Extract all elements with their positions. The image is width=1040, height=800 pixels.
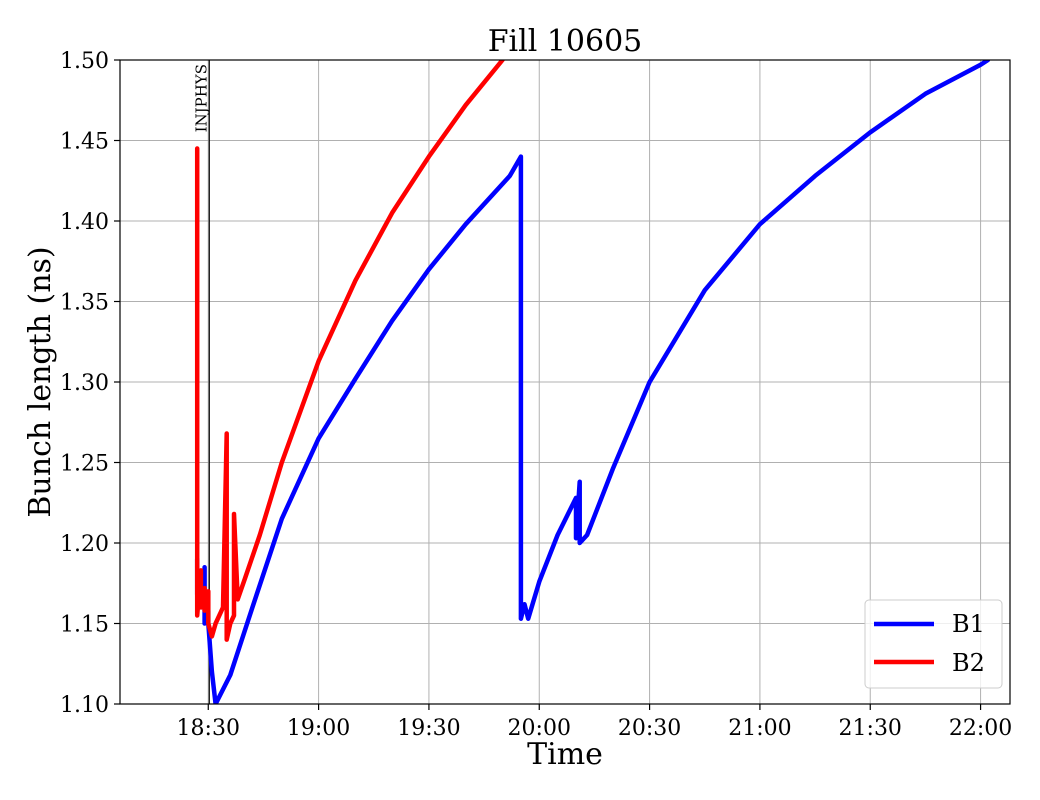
y-tick-label: 1.40 <box>60 210 109 235</box>
y-tick-label: 1.20 <box>60 532 109 557</box>
y-tick-label: 1.35 <box>60 291 109 316</box>
y-tick-label: 1.25 <box>60 452 109 477</box>
injphys-label: INJPHYS <box>192 64 210 132</box>
x-tick-label: 21:30 <box>839 716 902 741</box>
series-group <box>194 60 991 704</box>
x-axis: 18:30 19:00 19:30 20:00 20:30 21:00 21:30 22:00 <box>177 704 1012 741</box>
x-axis-label: Time <box>527 737 603 772</box>
legend: B1 B2 <box>864 599 1003 689</box>
x-tick-label: 19:00 <box>287 716 350 741</box>
y-axis-label: Bunch length (ns) <box>23 246 58 517</box>
series-line-b2 <box>194 60 505 642</box>
x-tick-label: 22:00 <box>949 716 1012 741</box>
x-tick-label: 21:00 <box>728 716 791 741</box>
y-tick-label: 1.30 <box>60 371 109 396</box>
x-tick-label: 20:00 <box>508 716 571 741</box>
y-tick-label: 1.50 <box>60 49 109 74</box>
x-tick-label: 19:30 <box>397 716 460 741</box>
y-tick-label: 1.45 <box>60 130 109 155</box>
x-tick-label: 20:30 <box>618 716 681 741</box>
y-tick-label: 1.15 <box>60 613 109 638</box>
legend-label-b1: B1 <box>952 610 985 638</box>
y-tick-label: 1.10 <box>60 693 109 718</box>
chart-title: Fill 10605 <box>488 24 643 59</box>
legend-label-b2: B2 <box>952 649 985 677</box>
y-axis: 1.10 1.15 1.20 1.25 1.30 1.35 1.40 1.45 1.50 <box>60 49 120 718</box>
plot-frame <box>119 59 1011 705</box>
x-tick-label: 18:30 <box>177 716 240 741</box>
